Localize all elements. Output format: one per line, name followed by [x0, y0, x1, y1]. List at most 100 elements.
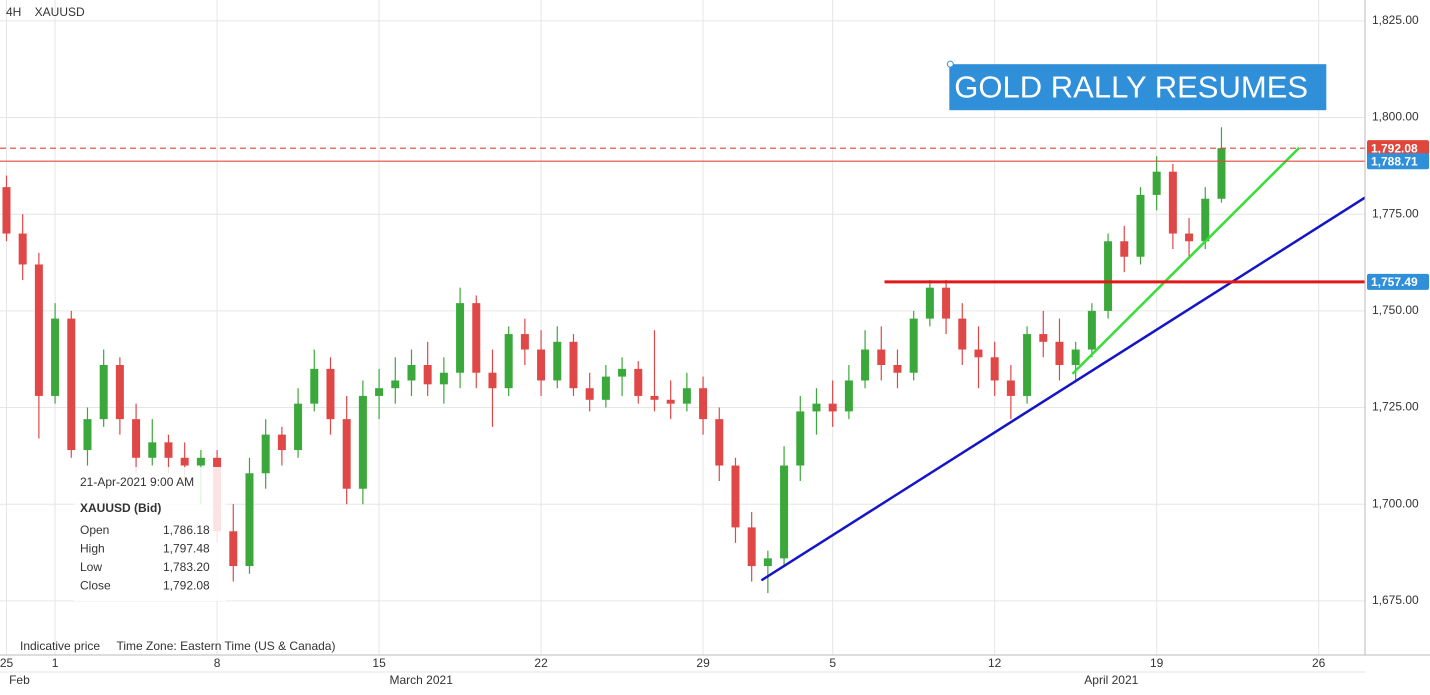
trend-line [1071, 146, 1301, 375]
candle-body [245, 473, 254, 567]
candle-body [326, 368, 335, 420]
candle-body [747, 527, 756, 567]
candle-body [1217, 148, 1226, 199]
price-tag [1367, 153, 1429, 170]
candle-body [342, 419, 351, 489]
candle-body [148, 442, 157, 458]
trend-line [760, 196, 1366, 582]
grid [0, 0, 1365, 655]
x-tick-label: 19 [1150, 656, 1164, 670]
candle-body [942, 287, 951, 319]
candle-body [407, 365, 416, 381]
tooltip-date: 21-Apr-2021 9:00 AM [80, 475, 194, 489]
candle-body [601, 376, 610, 400]
candle-body [812, 403, 821, 412]
candle-body [569, 341, 578, 389]
candle-body [828, 403, 837, 412]
price-tag-label: 1,792.08 [1371, 141, 1418, 155]
tooltip-value: 1,792.08 [163, 579, 210, 593]
candle-body [1152, 171, 1161, 195]
tooltip: 21-Apr-2021 9:00 AM XAUUSD (Bid) Open 1,7… [74, 467, 226, 601]
candle-body [472, 303, 481, 373]
candle-body [1185, 233, 1194, 242]
candle-body [504, 334, 513, 389]
candle-body [1071, 349, 1080, 366]
candle-body [925, 287, 934, 319]
candle-body [618, 368, 627, 377]
y-tick-label: 1,825.00 [1372, 13, 1419, 27]
candle-body [132, 419, 141, 458]
tooltip-key: High [80, 542, 105, 556]
candle-body [715, 419, 724, 466]
candle-body [1104, 241, 1113, 311]
candle-body [796, 411, 805, 466]
tooltip-key: Low [80, 560, 102, 574]
candle-body [439, 372, 448, 385]
candle-body [585, 388, 594, 400]
candle-body [423, 365, 432, 385]
x-tick-label: 26 [1312, 656, 1326, 670]
x-tick-label: 15 [372, 656, 386, 670]
candle-body [763, 558, 772, 567]
tooltip-value: 1,786.18 [163, 523, 210, 537]
tooltip-key: Open [80, 523, 109, 537]
candle-body [277, 434, 286, 451]
price-tag-label: 1,788.71 [1371, 154, 1418, 168]
candle-body [990, 357, 999, 381]
candle-body [1201, 198, 1210, 242]
candle-body [634, 368, 643, 396]
month-label: April 2021 [1084, 673, 1138, 687]
candle-body [666, 399, 675, 404]
x-tick-label: 29 [696, 656, 710, 670]
month-label: March 2021 [390, 673, 454, 687]
candle-body [99, 365, 108, 420]
candle-body [229, 531, 238, 567]
candle-body [909, 318, 918, 373]
candle-body [731, 465, 740, 528]
month-label: Feb [9, 673, 30, 687]
candle-body [844, 380, 853, 412]
candle-body [391, 380, 400, 389]
candle-body [67, 318, 76, 451]
symbol-header: 4H XAUUSD [6, 5, 85, 19]
x-tick-label: 1 [52, 656, 59, 670]
candle-body [1023, 334, 1032, 396]
candle-body [180, 457, 189, 466]
candle-body [1168, 171, 1177, 234]
y-tick-label: 1,750.00 [1372, 303, 1419, 317]
candle-body [958, 318, 967, 350]
price-tag [1367, 273, 1429, 290]
candle-body [196, 457, 205, 466]
candle-body [877, 349, 886, 366]
annotation-box [949, 64, 1327, 111]
marks [0, 127, 1366, 594]
candle-body [1120, 241, 1129, 257]
x-tick-label: 25 [0, 656, 13, 670]
candle-body [1136, 194, 1145, 257]
candle-body [456, 303, 465, 373]
price-tag [1367, 140, 1429, 157]
candle-body [1087, 310, 1096, 350]
candle-body [51, 318, 60, 396]
candle-body [358, 395, 367, 489]
candle-body [310, 368, 319, 404]
candle-body [520, 334, 529, 350]
candle-body [974, 349, 983, 358]
candle-body [2, 187, 11, 234]
x-tick-label: 12 [988, 656, 1002, 670]
annotation-text: GOLD RALLY RESUMES [954, 69, 1308, 104]
x-tick-label: 5 [829, 656, 836, 670]
tooltip-value: 1,783.20 [163, 560, 210, 574]
y-tick-label: 1,800.00 [1372, 110, 1419, 124]
candle-body [780, 465, 789, 559]
candle-body [83, 419, 92, 451]
candle-body [650, 395, 659, 400]
candle-body [893, 365, 902, 373]
candle-body [18, 233, 27, 265]
y-tick-label: 1,775.00 [1372, 206, 1419, 220]
candle-body [1039, 334, 1048, 342]
candle-body [164, 442, 173, 458]
tooltip-value: 1,797.48 [163, 542, 210, 556]
